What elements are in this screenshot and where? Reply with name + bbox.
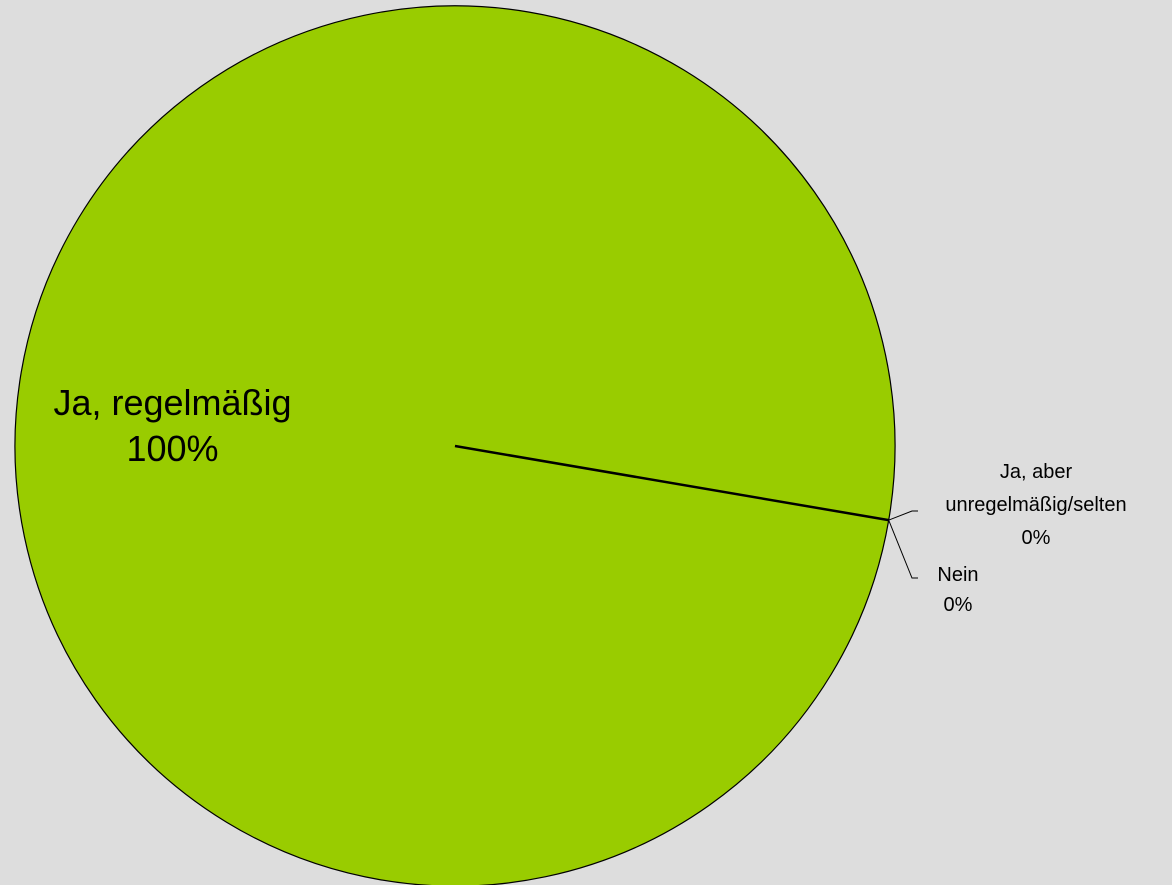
value-label: 0% [943, 594, 973, 616]
leader-line [888, 510, 918, 521]
pie-slice [14, 5, 896, 885]
value-label: 0% [1021, 527, 1051, 549]
leader-line [888, 519, 918, 579]
value-label: 100% [126, 428, 219, 469]
category-label: Ja, regelmäßig [53, 382, 292, 423]
data-label: Nein 0% [928, 560, 988, 620]
data-label: Ja, regelmäßig 100% [10, 380, 335, 472]
category-label: Ja, aber unregelmäßig/selten [945, 461, 1127, 516]
category-label: Nein [937, 564, 979, 586]
slice-border [454, 444, 889, 522]
data-label: Ja, aber unregelmäßig/selten 0% [918, 456, 1154, 555]
